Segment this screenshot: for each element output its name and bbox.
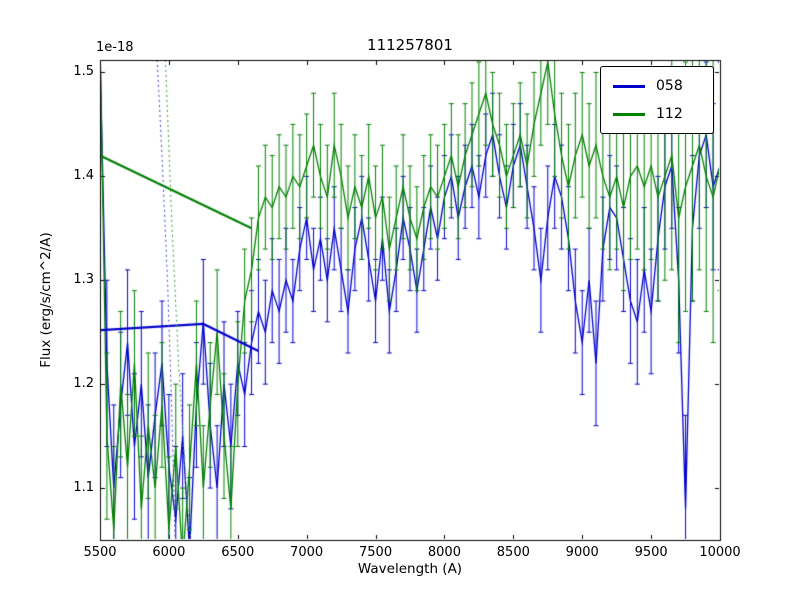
y-tick-label: 1.2 bbox=[73, 376, 94, 392]
x-tick-label: 9500 bbox=[634, 545, 668, 560]
x-tick-label: 8500 bbox=[496, 545, 530, 560]
x-tick-label: 7000 bbox=[290, 545, 324, 560]
legend-label: 112 bbox=[656, 106, 683, 122]
legend: 058 112 bbox=[600, 66, 714, 134]
x-tick-label: 8000 bbox=[427, 545, 461, 560]
legend-label: 058 bbox=[656, 78, 683, 94]
y-axis-label: Flux (erg/s/cm^2/A) bbox=[38, 232, 54, 368]
x-tick-label: 5500 bbox=[83, 545, 117, 560]
x-tick-label: 6000 bbox=[152, 545, 186, 560]
y-tick-label: 1.4 bbox=[73, 168, 94, 184]
y-axis-offset-label: 1e-18 bbox=[96, 40, 134, 55]
plot-title: 111257801 bbox=[367, 36, 453, 54]
legend-entry: 058 bbox=[613, 78, 701, 94]
legend-line-sample bbox=[613, 84, 645, 88]
x-tick-label: 7500 bbox=[359, 545, 393, 560]
x-tick-label: 6500 bbox=[221, 545, 255, 560]
y-tick-label: 1.1 bbox=[73, 480, 94, 496]
x-axis-label: Wavelength (A) bbox=[357, 561, 463, 577]
y-tick-label: 1.5 bbox=[73, 64, 94, 80]
legend-line-sample bbox=[613, 112, 645, 116]
y-tick-label: 1.3 bbox=[73, 272, 94, 288]
legend-entry: 112 bbox=[613, 106, 701, 122]
x-tick-label: 10000 bbox=[699, 545, 741, 560]
x-tick-label: 9000 bbox=[565, 545, 599, 560]
